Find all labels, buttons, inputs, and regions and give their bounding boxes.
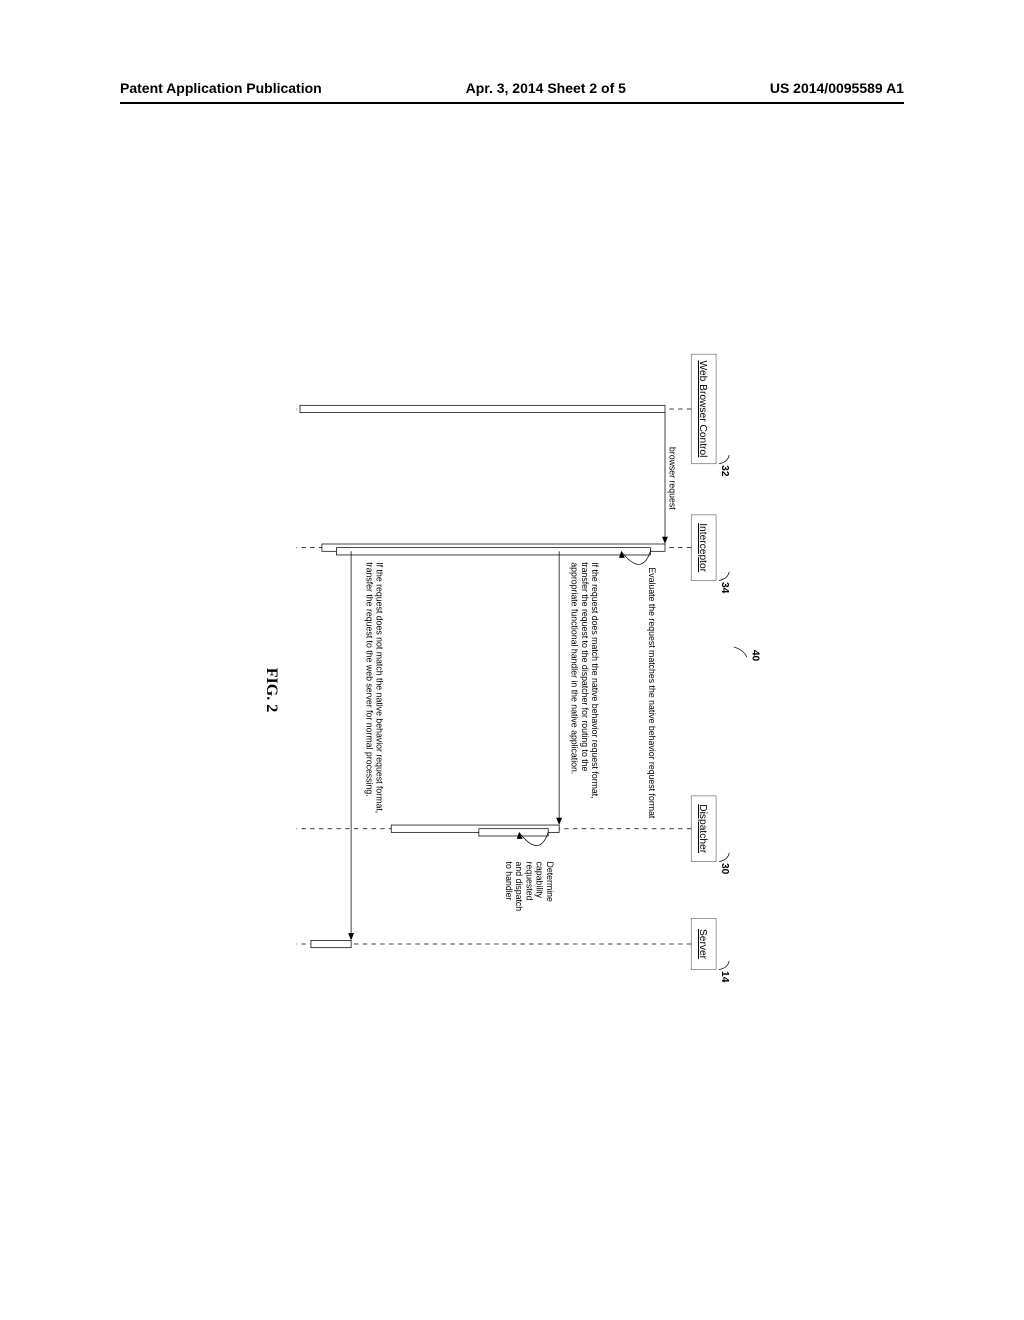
lifeline-ref-bracket-srv bbox=[719, 961, 729, 970]
sequence-diagram: 40 Web Browser Control 32 Interceptor 34 Disp… bbox=[9, 325, 1024, 1055]
lifeline-ref-bracket-dis bbox=[719, 853, 729, 862]
page: Patent Application Publication Apr. 3, 2… bbox=[0, 0, 1024, 1320]
annotation-0-1: transfer the request to the dispatcher f… bbox=[580, 562, 590, 771]
message-2-head bbox=[348, 933, 354, 940]
activation-dis-4 bbox=[479, 829, 548, 836]
lifeline-label-int: Interceptor bbox=[697, 523, 708, 572]
page-header: Patent Application Publication Apr. 3, 2… bbox=[120, 80, 904, 102]
header-center: Apr. 3, 2014 Sheet 2 of 5 bbox=[466, 80, 626, 96]
activation-srv-5 bbox=[311, 940, 351, 947]
annotation-1-0: If the request does not match the native… bbox=[375, 562, 385, 813]
lifeline-ref-int: 34 bbox=[719, 582, 730, 594]
lifeline-ref-bracket-wbc bbox=[719, 455, 729, 464]
selfcall-label-1-4: to handler bbox=[504, 862, 514, 901]
selfcall-label-1-2: requested bbox=[524, 862, 534, 901]
lifeline-label-wbc: Web Browser Control bbox=[697, 360, 708, 457]
figure-ref-bracket bbox=[734, 647, 747, 657]
message-label-0: browser request bbox=[667, 447, 677, 510]
header-rule bbox=[120, 102, 904, 104]
annotation-1-1: transfer the request to the web server f… bbox=[364, 562, 374, 796]
selfcall-label-1-3: and dispatch bbox=[514, 862, 524, 912]
lifeline-ref-wbc: 32 bbox=[719, 465, 730, 477]
lifeline-label-srv: Server bbox=[697, 929, 708, 960]
figure-caption: FIG. 2 bbox=[263, 668, 280, 713]
header-left: Patent Application Publication bbox=[120, 80, 322, 96]
message-0-head bbox=[662, 537, 668, 544]
activation-wbc-0 bbox=[300, 405, 665, 412]
annotation-0-0: If the request does match the native beh… bbox=[590, 562, 600, 798]
selfcall-label-1-1: capability bbox=[535, 862, 545, 899]
figure-ref-label: 40 bbox=[750, 650, 761, 662]
message-1-head bbox=[556, 818, 562, 825]
lifeline-ref-srv: 14 bbox=[719, 971, 730, 983]
lifeline-ref-bracket-int bbox=[719, 572, 729, 581]
lifeline-ref-dis: 30 bbox=[719, 863, 730, 875]
diagram-svg: 40 Web Browser Control 32 Interceptor 34 Disp… bbox=[9, 325, 1024, 1055]
annotation-0-2: appropriate functional handler in the na… bbox=[570, 562, 580, 774]
selfcall-label-1-0: Determine bbox=[545, 862, 555, 902]
header-right: US 2014/0095589 A1 bbox=[770, 80, 904, 96]
selfcall-label-0-0: Evaluate the request matches the native … bbox=[647, 567, 657, 819]
lifeline-label-dis: Dispatcher bbox=[697, 804, 708, 853]
activation-int-2 bbox=[337, 548, 651, 555]
